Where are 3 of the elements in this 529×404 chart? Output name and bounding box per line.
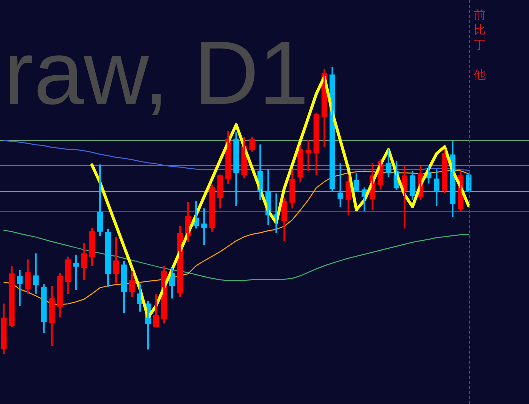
chart-title: raw, D1 [4, 24, 310, 124]
text: 前比丁 [474, 8, 486, 53]
annotation: 他 [474, 68, 486, 83]
